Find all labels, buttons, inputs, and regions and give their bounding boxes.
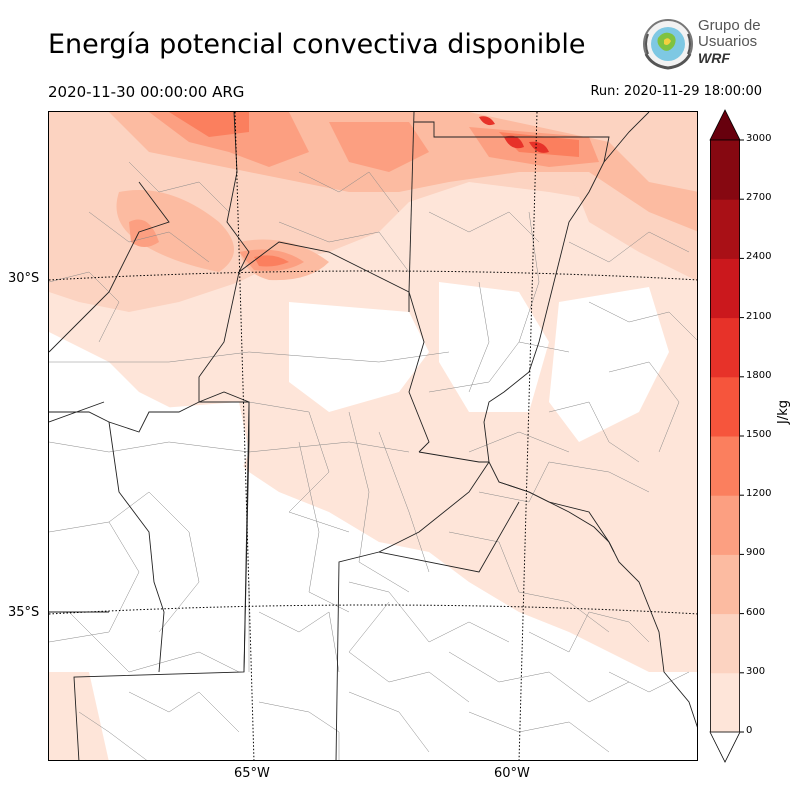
colorbar-bin-5 (710, 376, 740, 437)
lat-label-35s: 35°S (8, 605, 40, 620)
colorbar-tick-label: 0 (746, 725, 753, 736)
logo-line2: Usuarios (698, 33, 758, 50)
run-time: Run: 2020-11-29 18:00:00 (590, 84, 762, 99)
lon-label-65w: 65°W (234, 766, 270, 781)
colorbar-bin-1 (710, 613, 740, 674)
logo-line1: Grupo de (698, 17, 761, 34)
map-canvas (49, 112, 697, 760)
cape-level-4 (169, 112, 249, 137)
cape-level-0c (49, 672, 109, 760)
colorbar-bin-2 (710, 554, 740, 615)
colorbar-tick-label: 1500 (746, 429, 772, 440)
cape-level-0b (449, 392, 697, 552)
logo-line3: WRF (698, 50, 730, 66)
colorbar-tick-label: 2700 (746, 192, 772, 204)
lat-label-30s: 30°S (8, 271, 40, 286)
chart-title: Energía potencial convectiva disponible (48, 29, 586, 60)
colorbar-tick-label: 300 (746, 665, 766, 677)
cape-level-3 (149, 112, 309, 167)
colorbar-tick-label: 2100 (746, 310, 772, 322)
colorbar-bin-9 (710, 140, 740, 200)
graticule (49, 112, 697, 760)
globe-logo-icon (643, 19, 693, 70)
colorbar-frame (710, 139, 740, 733)
colorbar (709, 109, 744, 763)
colorbar-bin-8 (710, 199, 740, 259)
cape-map (48, 111, 698, 761)
department-boundaries (49, 161, 697, 760)
cape-shading (49, 112, 697, 760)
colorbar-extend-min (709, 731, 741, 763)
colorbar-tick-label: 600 (746, 606, 766, 618)
colorbar-tick-label: 900 (746, 547, 766, 559)
colorbar-bin-6 (710, 317, 740, 378)
cape-level-5 (504, 135, 524, 149)
grupo-usuarios-wrf-logo: Grupo de Usuarios WRF (638, 16, 768, 72)
colorbar-tick-label: 3000 (746, 133, 772, 144)
colorbar-tick-label: 1800 (746, 369, 772, 381)
province-boundaries (49, 112, 697, 760)
colorbar-tick-label: 1200 (746, 488, 772, 500)
colorbar-bin-7 (710, 258, 740, 319)
colorbar-extend-max (709, 109, 741, 141)
colorbar-tick-label: 2400 (746, 251, 772, 263)
colorbar-bin-4 (710, 436, 740, 496)
colorbar-bin-0 (710, 672, 740, 733)
colorbar-unit: J/kg (776, 400, 791, 424)
lon-label-60w: 60°W (494, 766, 530, 781)
colorbar-bin-3 (710, 495, 740, 555)
valid-time: 2020-11-30 00:00:00 ARG (48, 83, 245, 101)
logo-text: Grupo de Usuarios WRF (698, 17, 761, 67)
